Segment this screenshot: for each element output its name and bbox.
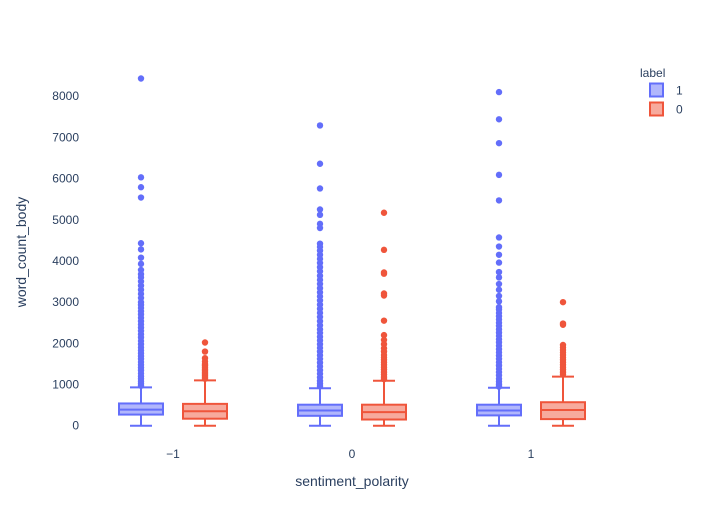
outlier-point [137,194,145,201]
outlier-point [380,292,388,299]
x-axis-title: sentiment_polarity [295,473,409,489]
y-tick-label: 4000 [52,254,79,268]
outlier-point [495,298,503,305]
outlier-point [316,185,324,192]
y-axis-ticks: 0 1000 2000 3000 4000 5000 6000 7000 8000 [52,89,79,433]
series-1 [118,75,522,427]
box-group [118,75,164,427]
outlier-point [559,321,567,328]
outlier-point [559,371,567,378]
outlier-point [316,206,324,213]
x-tick-label: 1 [528,447,535,461]
outlier-point [495,116,503,123]
outlier-point [316,211,324,219]
outlier-point [495,383,503,390]
legend-title: label [640,66,665,80]
outlier-point [137,246,145,253]
box-series [118,75,586,427]
x-axis-ticks: −1 0 1 [166,447,535,461]
outlier-point [201,375,209,382]
y-tick-label: 1000 [52,378,79,392]
outlier-point [137,75,145,82]
outlier-point [380,270,388,277]
y-tick-label: 2000 [52,336,79,350]
box-group [182,339,228,427]
legend-swatch [649,101,664,117]
outlier-point [137,382,145,389]
legend-swatch [649,82,664,98]
outlier-point [495,171,503,179]
outlier-point [316,122,324,129]
outlier-point [495,88,503,96]
x-tick-label: 0 [349,447,356,461]
outlier-point [380,331,388,339]
outlier-point [201,339,209,346]
outlier-point [137,240,145,247]
y-tick-label: 6000 [52,172,79,186]
legend-label: 1 [676,84,683,98]
x-tick-label: −1 [166,447,180,461]
outlier-point [559,298,567,306]
outlier-point [495,234,503,241]
outlier-point [201,348,209,355]
legend-label: 0 [676,103,683,117]
outlier-point [316,268,324,275]
outlier-point [495,259,503,266]
outlier-point [137,254,145,261]
outlier-point [137,260,145,268]
y-tick-label: 7000 [52,130,79,144]
outlier-point [380,246,388,254]
outlier-point [495,280,503,288]
outlier-point [495,274,503,281]
outlier-point [137,184,145,191]
outlier-point [316,224,324,232]
y-tick-label: 5000 [52,213,79,227]
outlier-point [495,268,503,276]
outlier-point [495,286,503,293]
outlier-point [495,197,503,204]
outlier-point [380,317,388,324]
outlier-point [495,139,503,147]
y-tick-label: 0 [72,419,79,433]
outlier-point [495,292,503,300]
y-tick-label: 8000 [52,89,79,103]
legend: label 1 0 [640,66,683,117]
box-group [297,122,343,427]
outlier-point [495,243,503,250]
box-group [540,298,586,427]
box-group [361,209,407,427]
outlier-point [137,174,145,181]
box-group [476,88,522,427]
outlier-point [316,160,324,167]
y-axis-title: word_count_body [13,197,29,309]
y-tick-label: 3000 [52,295,79,309]
series-0 [182,209,586,427]
outlier-point [380,209,388,216]
outlier-point [380,375,388,383]
outlier-point [316,382,324,390]
outlier-point [495,251,503,258]
